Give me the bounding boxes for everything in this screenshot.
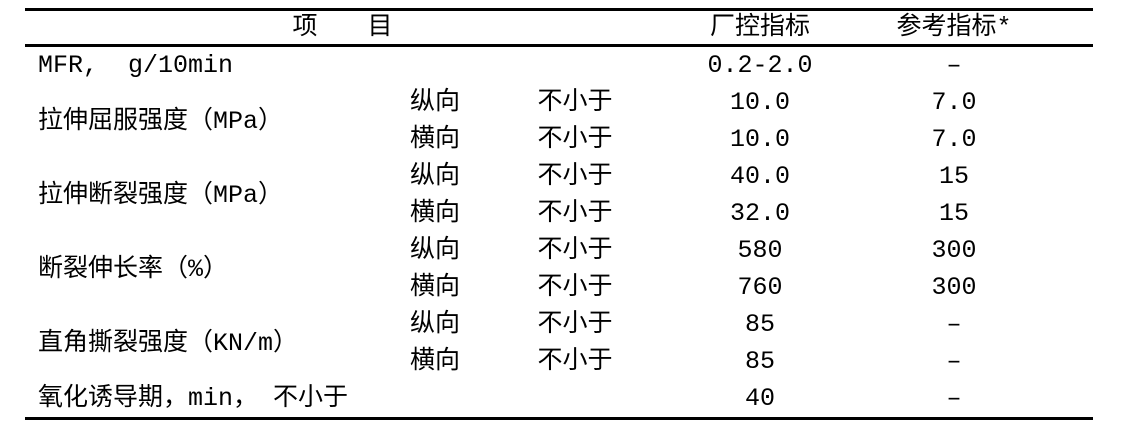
table-body: MFR, g/10min 0.2-2.0 – 拉伸屈服强度（MPa） 纵向 不小…	[25, 46, 1093, 419]
cell-reference-value: 300	[931, 273, 977, 302]
cell-condition: 不小于	[537, 125, 613, 154]
col-header-factory-index: 厂控指标	[660, 9, 861, 47]
table-row-elongation-td: 横向 不小于 760 300	[25, 269, 1093, 306]
cell-direction: 横向	[409, 199, 460, 228]
cell-reference-value: 15	[939, 199, 970, 228]
cell-factory-value: 40	[745, 384, 776, 413]
cell-direction: 横向	[409, 125, 460, 154]
cell-factory-value: 40.0	[730, 162, 791, 191]
cell-reference-value: –	[946, 347, 962, 376]
col-header-item: 项 目	[25, 9, 661, 47]
cell-reference-value: 300	[931, 236, 977, 265]
cell-item-name: 拉伸屈服强度（MPa）	[38, 106, 284, 136]
cell-condition: 不小于	[537, 310, 613, 339]
cell-item-name: MFR, g/10min	[38, 51, 234, 80]
cell-condition: 不小于	[537, 236, 613, 265]
cell-reference-value: 15	[939, 162, 970, 191]
cell-direction: 横向	[409, 347, 460, 376]
cell-reference-value: –	[946, 384, 962, 413]
table-row-tear-td: 横向 不小于 85 –	[25, 343, 1093, 380]
cell-direction: 横向	[409, 273, 460, 302]
cell-factory-value: 0.2-2.0	[707, 51, 813, 80]
table-row-tensile-yield-td: 横向 不小于 10.0 7.0	[25, 121, 1093, 158]
table-row-tensile-break-md: 拉伸断裂强度（MPa） 纵向 不小于 40.0 15	[25, 158, 1093, 208]
cell-direction: 纵向	[409, 162, 460, 191]
table-row-oxidation-induction: 氧化诱导期，min， 不小于 40 –	[25, 380, 1093, 419]
table-row-mfr: MFR, g/10min 0.2-2.0 –	[25, 46, 1093, 85]
col-header-reference-index: 参考指标*	[860, 9, 1094, 47]
cell-factory-value: 580	[737, 236, 783, 265]
cell-factory-value: 32.0	[730, 199, 791, 228]
cell-item-name: 断裂伸长率（%）	[38, 254, 229, 284]
document-body: 项 目 厂控指标 参考指标* MFR, g/10min 0.2-2.0 – 拉伸…	[25, 8, 1094, 420]
table-row-elongation-md: 断裂伸长率（%） 纵向 不小于 580 300	[25, 232, 1093, 282]
cell-reference-value: –	[946, 51, 962, 80]
cell-factory-value: 85	[745, 347, 776, 376]
cell-item-name: 直角撕裂强度（KN/m）	[38, 328, 299, 358]
cell-item-name: 拉伸断裂强度（MPa）	[38, 180, 284, 210]
quality-spec-table: 项 目 厂控指标 参考指标* MFR, g/10min 0.2-2.0 – 拉伸…	[25, 8, 1094, 420]
cell-condition: 不小于	[537, 199, 613, 228]
cell-reference-value: 7.0	[931, 88, 977, 117]
table-row-tensile-break-td: 横向 不小于 32.0 15	[25, 195, 1093, 232]
cell-direction: 纵向	[409, 236, 460, 265]
cell-direction: 纵向	[409, 88, 460, 117]
cell-condition: 不小于	[537, 273, 613, 302]
cell-item-name: 氧化诱导期，min， 不小于	[38, 384, 349, 413]
cell-condition: 不小于	[537, 88, 613, 117]
cell-direction: 纵向	[409, 310, 460, 339]
cell-condition: 不小于	[537, 162, 613, 191]
table-row-tensile-yield-md: 拉伸屈服强度（MPa） 纵向 不小于 10.0 7.0	[25, 84, 1093, 134]
cell-factory-value: 760	[737, 273, 783, 302]
cell-factory-value: 10.0	[730, 88, 791, 117]
header-row: 项 目 厂控指标 参考指标*	[25, 9, 1094, 47]
cell-reference-value: –	[946, 310, 962, 339]
table-row-tear-md: 直角撕裂强度（KN/m） 纵向 不小于 85 –	[25, 306, 1093, 356]
table-header: 项 目 厂控指标 参考指标*	[25, 9, 1094, 47]
cell-factory-value: 85	[745, 310, 776, 339]
cell-condition: 不小于	[537, 347, 613, 376]
cell-factory-value: 10.0	[730, 125, 791, 154]
cell-reference-value: 7.0	[931, 125, 977, 154]
